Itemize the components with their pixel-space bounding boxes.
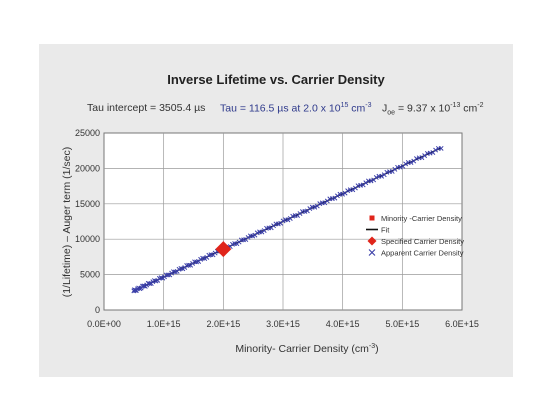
legend-label: Apparent Carrier Density	[381, 249, 464, 258]
x-tick-label: 4.0E+15	[326, 319, 360, 329]
y-axis-label: (1/Lifetime) – Auger term (1/sec)	[61, 147, 73, 298]
apparent-point	[259, 229, 265, 235]
apparent-point	[363, 180, 369, 186]
x-axis-label: Minority- Carrier Density (cm-3)	[235, 343, 378, 355]
apparent-point	[163, 272, 169, 278]
apparent-point	[147, 281, 153, 287]
y-tick-label: 25000	[75, 128, 100, 138]
x-axis-label-text: Minority- Carrier Density (cm	[235, 343, 369, 355]
y-tick-label: 20000	[75, 163, 100, 173]
joe-value: = 9.37 x 10	[395, 102, 451, 115]
joe-unit-exponent: -2	[477, 102, 484, 109]
x-axis-label-exponent: -3	[369, 343, 375, 350]
y-tick-label: 10000	[75, 234, 100, 244]
apparent-point	[433, 147, 439, 153]
legend-diamond-icon	[367, 236, 377, 246]
tau-intercept-annotation: Tau intercept = 3505.4 µs	[87, 102, 206, 114]
apparent-point	[334, 193, 340, 199]
tick-labels: 0.0E+00 1.0E+15 2.0E+15 3.0E+15 4.0E+15 5.0E+…	[75, 128, 479, 329]
x-tick-label: 6.0E+15	[445, 319, 479, 329]
joe-annotation: Joe = 9.37 x 10-13 cm-2	[382, 102, 484, 117]
x-tick-label: 1.0E+15	[147, 319, 181, 329]
apparent-point	[368, 178, 374, 184]
apparent-point	[408, 160, 414, 165]
apparent-point	[403, 161, 409, 167]
x-tick-label: 3.0E+15	[266, 319, 300, 329]
legend-label: Fit	[381, 226, 390, 235]
joe-subscript: oe	[387, 109, 396, 117]
apparent-point	[419, 155, 425, 161]
legend: Minority -Carrier Density Fit Specified Ca…	[366, 214, 464, 258]
apparent-point	[373, 175, 379, 180]
apparent-point	[307, 206, 313, 212]
specified-point	[215, 241, 232, 258]
apparent-point	[186, 262, 192, 268]
apparent-point	[413, 156, 419, 162]
joe-unit: cm	[460, 102, 478, 115]
apparent-point	[280, 218, 286, 224]
tau-annotation: Tau = 116.5 µs at 2.0 x 1015 cm-3	[220, 102, 372, 115]
apparent-point	[312, 204, 318, 210]
apparent-point	[141, 283, 147, 289]
chart-title: Inverse Lifetime vs. Carrier Density	[167, 72, 385, 87]
apparent-point	[165, 272, 171, 278]
x-tick-label: 0.0E+00	[87, 319, 121, 329]
tau-unit: cm	[348, 102, 366, 115]
legend-label: Specified Carrier Density	[381, 237, 464, 246]
tau-unit-exponent: -3	[365, 102, 372, 109]
y-tick-label: 15000	[75, 199, 100, 209]
legend-label: Minority -Carrier Density	[381, 214, 462, 223]
legend-square-icon	[369, 215, 375, 221]
apparent-point	[345, 188, 351, 194]
joe-symbol: J	[382, 102, 388, 115]
tau-text: Tau = 116.5 µs at 2.0 x 10	[220, 102, 341, 115]
apparent-point	[438, 145, 444, 151]
tau-exponent: 15	[340, 102, 349, 109]
data-marks	[131, 145, 444, 294]
joe-exponent: -13	[450, 102, 461, 109]
y-tick-label: 0	[95, 305, 100, 315]
y-tick-label: 5000	[80, 270, 100, 280]
legend-x-icon	[368, 249, 376, 256]
x-axis-label-close: )	[375, 343, 379, 355]
x-tick-label: 2.0E+15	[206, 319, 240, 329]
x-tick-label: 5.0E+15	[385, 319, 419, 329]
apparent-point	[350, 187, 356, 193]
apparent-point	[379, 173, 385, 179]
apparent-point	[285, 217, 291, 223]
apparent-point	[340, 191, 345, 197]
